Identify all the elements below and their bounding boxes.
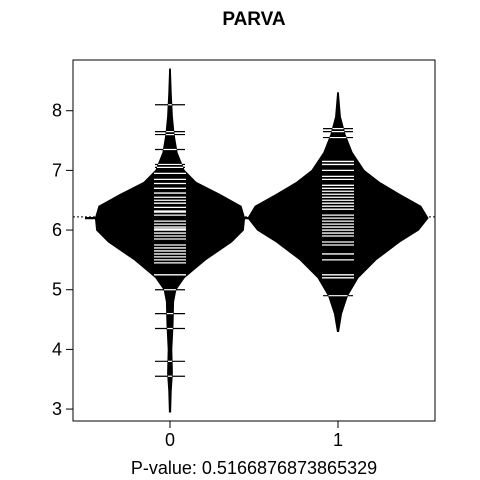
- x-tick-label-0: 0: [165, 430, 175, 450]
- plot-frame: [72, 59, 436, 422]
- x-tick-label-1: 1: [333, 430, 343, 450]
- y-tick-label-6: 6: [52, 220, 62, 240]
- y-tick-label-4: 4: [52, 339, 62, 359]
- beans-layer: [85, 68, 429, 413]
- y-axis: 3 4 5 6 7 8: [52, 101, 73, 419]
- y-tick-label-5: 5: [52, 280, 62, 300]
- chart-title: PARVA: [222, 9, 286, 30]
- y-tick-label-7: 7: [52, 160, 62, 180]
- x-axis-label: P-value: 0.5166876873865329: [131, 458, 377, 478]
- bean-shape-0: [94, 68, 246, 413]
- y-tick-label-8: 8: [52, 101, 62, 121]
- y-tick-label-3: 3: [52, 399, 62, 419]
